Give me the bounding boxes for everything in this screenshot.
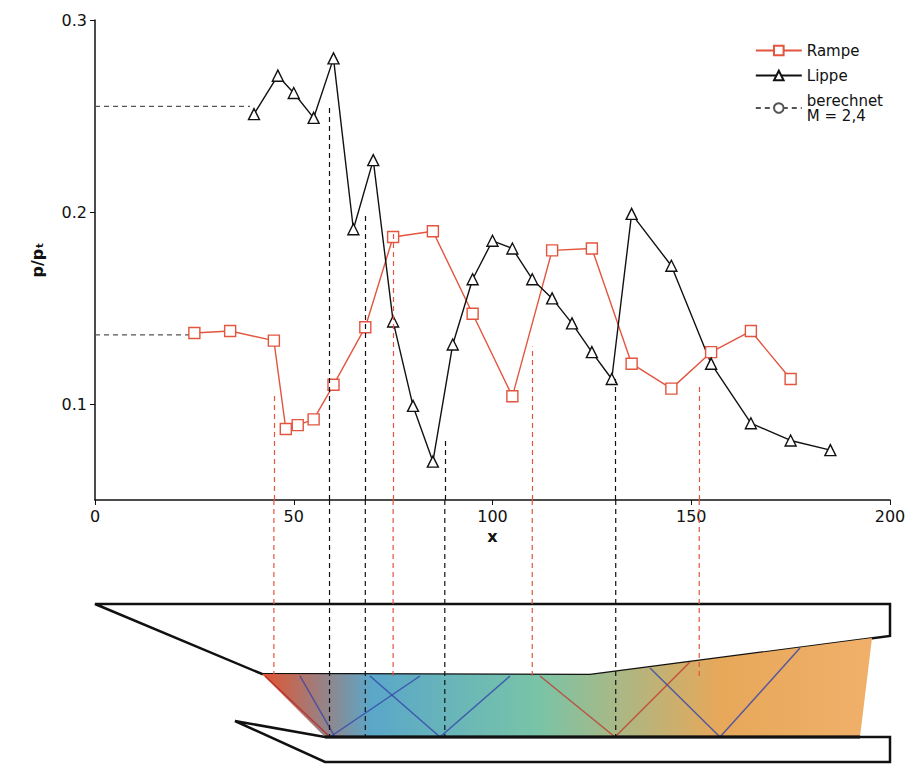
- svg-text:berechnet: berechnet: [806, 91, 883, 110]
- svg-text:150: 150: [676, 507, 707, 526]
- svg-text:0: 0: [90, 507, 100, 526]
- svg-text:50: 50: [284, 507, 304, 526]
- svg-text:0.3: 0.3: [62, 11, 87, 30]
- svg-text:Lippe: Lippe: [807, 67, 848, 85]
- svg-text:0.2: 0.2: [62, 203, 87, 222]
- svg-text:p/pₜ: p/pₜ: [28, 243, 47, 278]
- svg-text:100: 100: [477, 507, 508, 526]
- svg-text:0.1: 0.1: [62, 395, 87, 414]
- svg-text:x: x: [487, 527, 498, 546]
- svg-text:M = 2,4: M = 2,4: [807, 107, 866, 125]
- svg-text:200: 200: [875, 507, 906, 526]
- svg-text:Rampe: Rampe: [807, 42, 860, 60]
